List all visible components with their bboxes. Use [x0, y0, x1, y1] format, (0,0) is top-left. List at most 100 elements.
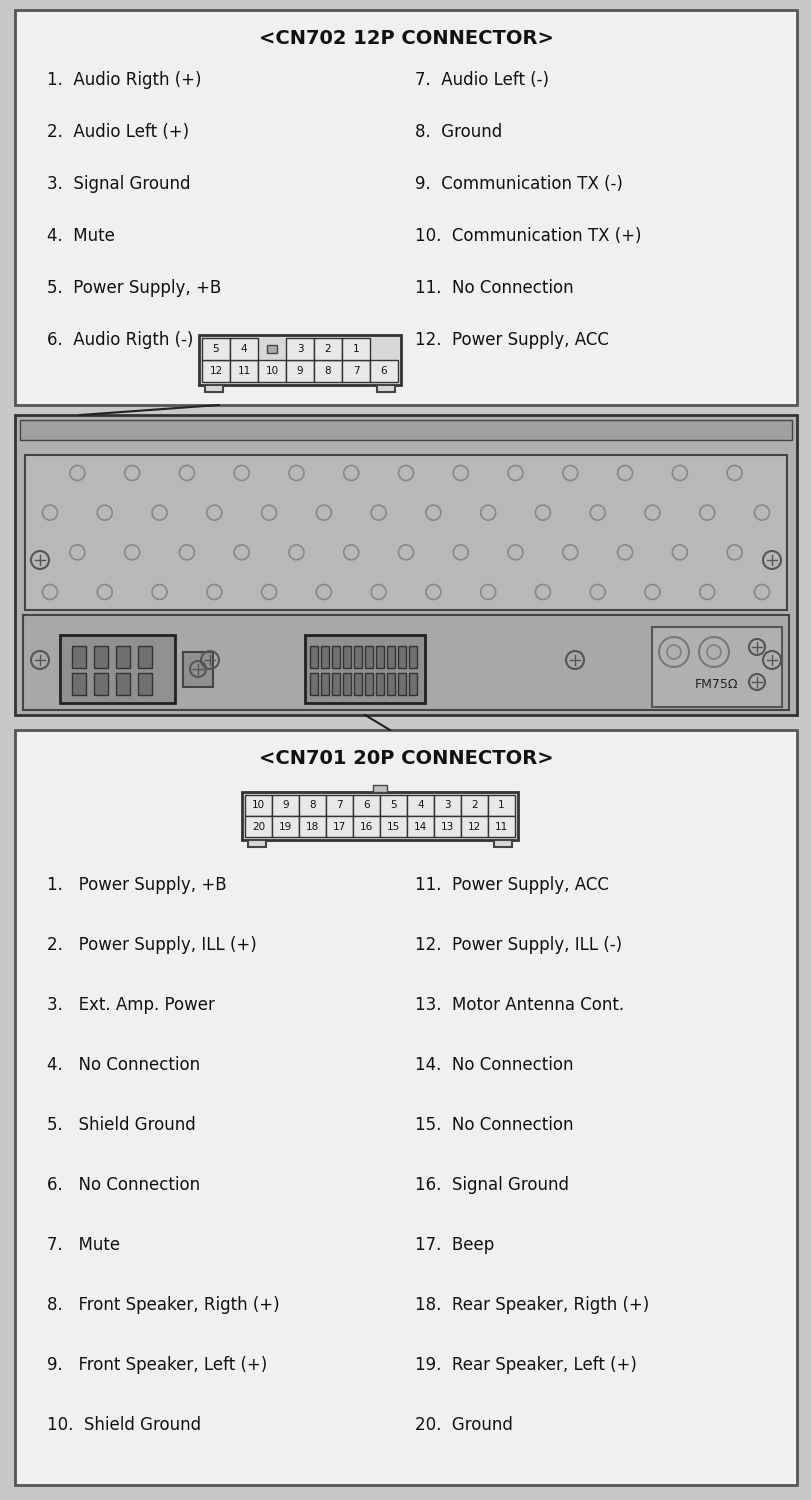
Bar [247, 840, 266, 848]
Text: 11.  No Connection: 11. No Connection [414, 279, 573, 297]
Bar [380, 795, 406, 816]
Bar [23, 615, 788, 710]
Text: 18.  Rear Speaker, Rigth (+): 18. Rear Speaker, Rigth (+) [414, 1296, 649, 1314]
Text: 8: 8 [324, 366, 331, 376]
Text: 16.  Signal Ground: 16. Signal Ground [414, 1176, 569, 1194]
Bar [332, 646, 340, 668]
Bar [116, 674, 130, 694]
Text: 19.  Rear Speaker, Left (+): 19. Rear Speaker, Left (+) [414, 1356, 636, 1374]
Text: 10.  Shield Ground: 10. Shield Ground [47, 1416, 201, 1434]
Bar [433, 816, 461, 837]
Bar [461, 816, 487, 837]
Bar [285, 360, 314, 382]
Text: 5: 5 [390, 801, 397, 810]
Text: <CN702 12P CONNECTOR>: <CN702 12P CONNECTOR> [258, 28, 553, 48]
Text: 9.  Communication TX (-): 9. Communication TX (-) [414, 176, 622, 194]
Text: 3.  Signal Ground: 3. Signal Ground [47, 176, 191, 194]
Text: 10.  Communication TX (+): 10. Communication TX (+) [414, 226, 641, 244]
Bar [94, 646, 108, 668]
Bar [72, 674, 86, 694]
Bar [230, 360, 258, 382]
Bar [376, 386, 394, 392]
Bar [353, 795, 380, 816]
Text: 17: 17 [333, 822, 345, 831]
Text: 10: 10 [265, 366, 278, 376]
Text: <CN701 20P CONNECTOR>: <CN701 20P CONNECTOR> [259, 748, 552, 768]
Bar [230, 338, 258, 360]
Bar [116, 646, 130, 668]
Text: 6: 6 [363, 801, 369, 810]
Bar [94, 674, 108, 694]
Text: 20.  Ground: 20. Ground [414, 1416, 513, 1434]
Text: 18: 18 [306, 822, 319, 831]
Bar [15, 416, 796, 716]
Text: 5: 5 [212, 344, 219, 354]
Text: 15.  No Connection: 15. No Connection [414, 1116, 573, 1134]
Text: 6.  Audio Rigth (-): 6. Audio Rigth (-) [47, 332, 193, 350]
Bar [202, 360, 230, 382]
Text: FM75Ω: FM75Ω [694, 678, 738, 692]
Text: 17.  Beep: 17. Beep [414, 1236, 494, 1254]
Bar [387, 674, 394, 694]
Text: 8: 8 [309, 801, 315, 810]
Bar [72, 646, 86, 668]
Text: 7.  Audio Left (-): 7. Audio Left (-) [414, 70, 548, 88]
Text: 5.   Shield Ground: 5. Shield Ground [47, 1116, 195, 1134]
Text: 8.   Front Speaker, Rigth (+): 8. Front Speaker, Rigth (+) [47, 1296, 279, 1314]
Text: 10: 10 [251, 801, 264, 810]
Text: 9: 9 [282, 801, 289, 810]
Text: 2.  Audio Left (+): 2. Audio Left (+) [47, 123, 189, 141]
Bar [320, 674, 328, 694]
Bar [493, 840, 512, 848]
Text: 12.  Power Supply, ILL (-): 12. Power Supply, ILL (-) [414, 936, 621, 954]
Text: 3.   Ext. Amp. Power: 3. Ext. Amp. Power [47, 996, 215, 1014]
Bar [342, 646, 350, 668]
Bar [397, 646, 406, 668]
Bar [258, 360, 285, 382]
Bar [310, 646, 318, 668]
Text: 4.  Mute: 4. Mute [47, 226, 114, 244]
Text: 14: 14 [414, 822, 427, 831]
Bar [406, 816, 433, 837]
Text: 5.  Power Supply, +B: 5. Power Supply, +B [47, 279, 221, 297]
Bar [487, 795, 514, 816]
Text: 6: 6 [380, 366, 387, 376]
Text: 11.  Power Supply, ACC: 11. Power Supply, ACC [414, 876, 608, 894]
Bar [320, 646, 328, 668]
Bar [202, 338, 230, 360]
Text: 4: 4 [417, 801, 423, 810]
Bar [375, 646, 384, 668]
Text: 1: 1 [352, 344, 359, 354]
Bar [138, 674, 152, 694]
Text: 1.  Audio Rigth (+): 1. Audio Rigth (+) [47, 70, 201, 88]
Bar [365, 674, 372, 694]
Bar [397, 674, 406, 694]
Bar [354, 646, 362, 668]
Bar [15, 730, 796, 1485]
Bar [325, 816, 353, 837]
Text: 7: 7 [336, 801, 342, 810]
Text: 12: 12 [209, 366, 222, 376]
Text: 14.  No Connection: 14. No Connection [414, 1056, 573, 1074]
Text: 3: 3 [444, 801, 450, 810]
Bar [314, 360, 341, 382]
Bar [272, 816, 298, 837]
Text: 1: 1 [498, 801, 504, 810]
Bar [325, 795, 353, 816]
Text: 7: 7 [352, 366, 359, 376]
Bar [370, 360, 397, 382]
Bar [242, 792, 517, 840]
Bar [409, 646, 417, 668]
Bar [354, 674, 362, 694]
Text: 4: 4 [240, 344, 247, 354]
Bar [138, 646, 152, 668]
Text: 12.  Power Supply, ACC: 12. Power Supply, ACC [414, 332, 608, 350]
Bar [433, 795, 461, 816]
Bar [20, 420, 791, 440]
Text: 2: 2 [324, 344, 331, 354]
Bar [267, 345, 277, 352]
Text: 20: 20 [251, 822, 264, 831]
Bar [409, 674, 417, 694]
Text: 9.   Front Speaker, Left (+): 9. Front Speaker, Left (+) [47, 1356, 267, 1374]
Bar [245, 795, 272, 816]
